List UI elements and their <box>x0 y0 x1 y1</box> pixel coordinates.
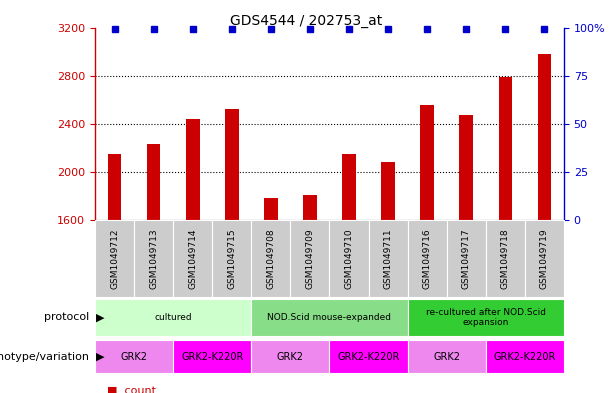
Text: GRK2: GRK2 <box>277 352 304 362</box>
Text: ▶: ▶ <box>96 312 105 322</box>
Text: ▶: ▶ <box>96 352 105 362</box>
Text: GRK2-K220R: GRK2-K220R <box>181 352 243 362</box>
Bar <box>408 340 486 373</box>
Bar <box>447 220 486 297</box>
Bar <box>225 109 238 220</box>
Text: GSM1049708: GSM1049708 <box>267 228 275 289</box>
Text: GSM1049719: GSM1049719 <box>540 228 549 289</box>
Bar <box>173 220 212 297</box>
Bar <box>251 340 330 373</box>
Bar <box>498 77 512 220</box>
Text: GRK2: GRK2 <box>433 352 460 362</box>
Text: ■  count: ■ count <box>107 385 156 393</box>
Text: GSM1049715: GSM1049715 <box>227 228 236 289</box>
Bar <box>486 220 525 297</box>
Bar <box>264 198 278 220</box>
Bar <box>251 220 291 297</box>
Bar <box>421 105 434 220</box>
Bar <box>538 54 551 220</box>
Bar <box>291 220 330 297</box>
Bar <box>251 299 408 336</box>
Bar <box>212 220 251 297</box>
Bar <box>330 340 408 373</box>
Text: GSM1049714: GSM1049714 <box>188 228 197 288</box>
Text: GSM1049717: GSM1049717 <box>462 228 471 289</box>
Bar <box>342 154 356 220</box>
Text: GSM1049710: GSM1049710 <box>345 228 354 289</box>
Bar <box>408 220 447 297</box>
Text: GRK2-K220R: GRK2-K220R <box>493 352 556 362</box>
Bar <box>147 144 161 220</box>
Text: GSM1049709: GSM1049709 <box>305 228 314 289</box>
Bar <box>173 340 251 373</box>
Bar <box>368 220 408 297</box>
Text: cultured: cultured <box>154 313 192 322</box>
Text: GSM1049718: GSM1049718 <box>501 228 510 289</box>
Bar <box>381 162 395 220</box>
Text: GRK2: GRK2 <box>121 352 148 362</box>
Text: GRK2-K220R: GRK2-K220R <box>337 352 400 362</box>
Bar <box>459 116 473 220</box>
Text: GSM1049713: GSM1049713 <box>149 228 158 289</box>
Text: re-cultured after NOD.Scid
expansion: re-cultured after NOD.Scid expansion <box>426 308 546 327</box>
Bar <box>95 220 134 297</box>
Bar <box>303 195 317 220</box>
Bar <box>95 299 251 336</box>
Bar <box>486 340 564 373</box>
Text: GSM1049716: GSM1049716 <box>423 228 432 289</box>
Bar <box>186 119 200 220</box>
Text: GSM1049711: GSM1049711 <box>384 228 392 289</box>
Bar <box>108 154 121 220</box>
Bar <box>95 340 173 373</box>
Bar <box>134 220 173 297</box>
Bar <box>525 220 564 297</box>
Text: protocol: protocol <box>44 312 89 322</box>
Bar <box>330 220 368 297</box>
Bar <box>408 299 564 336</box>
Text: NOD.Scid mouse-expanded: NOD.Scid mouse-expanded <box>267 313 392 322</box>
Text: GSM1049712: GSM1049712 <box>110 228 119 288</box>
Text: genotype/variation: genotype/variation <box>0 352 89 362</box>
Text: GDS4544 / 202753_at: GDS4544 / 202753_at <box>230 14 383 28</box>
